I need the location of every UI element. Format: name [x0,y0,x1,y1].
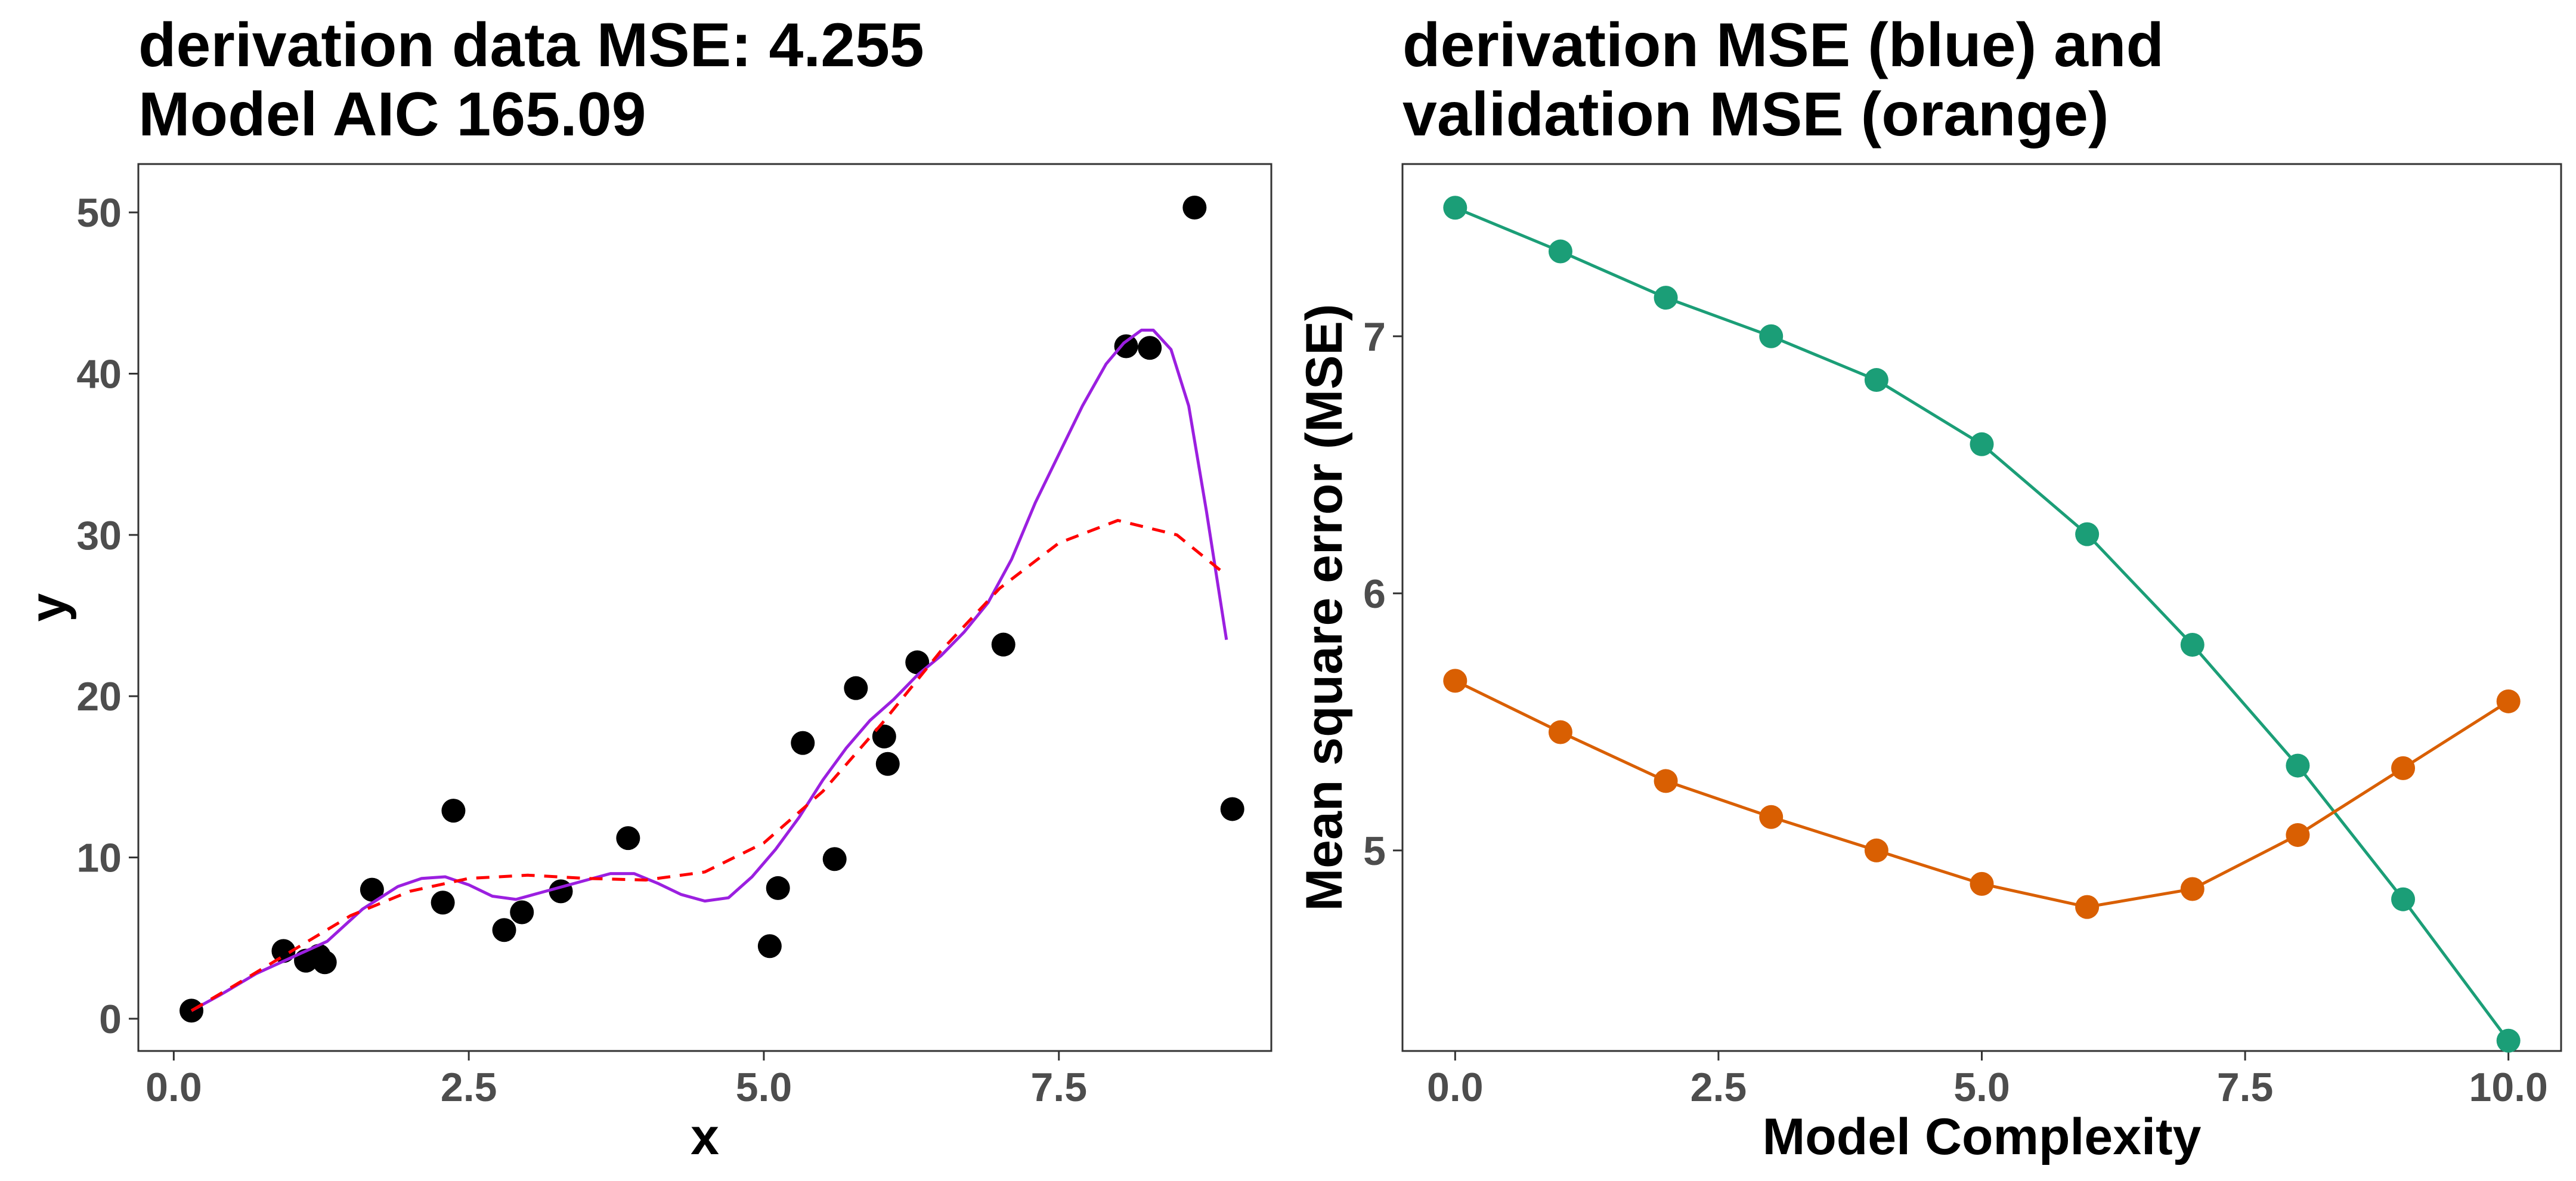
left-title-line-1: derivation data MSE: 4.255 [138,11,924,80]
series-2-point [1548,720,1572,744]
left-x-axis-label: x [691,1108,719,1165]
left-x-tick-label: 2.5 [441,1065,497,1110]
series-1-point [1548,239,1572,264]
series-1-point [2391,887,2416,911]
left-x-tick-label: 5.0 [736,1065,792,1110]
right-y-tick-label: 7 [1363,314,1386,360]
series-2-point [1864,838,1888,862]
series-1-point [2075,522,2100,546]
right-x-tick-label: 10.0 [2469,1065,2548,1110]
series-1-point [2286,753,2310,778]
left-x-tick-label: 7.5 [1030,1065,1087,1110]
left-title-line-2: Model AIC 165.09 [138,80,646,149]
left-y-tick-label: 0 [99,997,122,1042]
series-1-point [2180,632,2205,657]
data-point [875,752,900,776]
left-y-tick-label: 40 [76,351,122,397]
series-2-point [1654,769,1678,793]
data-point [431,891,455,915]
data-point [510,900,534,925]
right-x-tick-label: 2.5 [1690,1065,1747,1110]
series-2-point [2180,877,2205,901]
series-1-point [1970,432,1994,456]
series-1-point [1654,286,1678,310]
data-point [360,877,384,902]
series-2-point [2391,756,2416,780]
data-point [822,847,847,871]
dashed-fit-curve [190,519,1228,1012]
right-title-line-1: derivation MSE (blue) and [1402,11,2164,80]
data-point [179,998,204,1023]
series-2-point [2075,895,2100,919]
right-x-tick-label: 0.0 [1427,1065,1484,1110]
data-point [616,826,640,851]
data-point [872,724,896,749]
data-point [766,876,790,900]
right-y-tick-label: 5 [1363,828,1386,874]
data-point [757,934,782,959]
right-title-line-2: validation MSE (orange) [1402,80,2109,149]
left-y-tick-label: 20 [76,674,122,719]
left-y-axis-label: y [20,593,77,622]
data-point [791,731,815,755]
series-1-line [1454,206,2510,1042]
series-1-point [1864,368,1888,392]
data-point [844,676,868,700]
right-x-tick-label: 7.5 [2217,1065,2274,1110]
left-panel-border [137,163,1272,1052]
data-point [1182,195,1207,219]
left-y-tick-label: 50 [76,190,122,236]
right-y-tick-label: 6 [1363,571,1386,617]
data-point [492,918,516,942]
solid-fit-curve [190,329,1228,1012]
series-2-point [1970,871,1994,896]
data-point [905,650,930,675]
series-1-point [1759,324,1784,348]
series-2-point [1443,669,1467,693]
left-chart-title: derivation data MSE: 4.255 Model AIC 165… [138,11,924,149]
series-2-point [1759,805,1784,829]
series-1-point [1443,196,1467,220]
left-x-tick-label: 0.0 [145,1065,202,1110]
series-2-point [2286,823,2310,847]
data-point [991,632,1015,657]
right-x-axis-label: Model Complexity [1763,1108,2202,1165]
left-y-tick-label: 30 [76,513,122,558]
right-y-axis-label: Mean square error (MSE) [1296,304,1353,911]
series-2-point [2496,689,2521,713]
right-chart-title: derivation MSE (blue) and validation MSE… [1402,11,2164,149]
data-point [441,799,466,823]
series-1-point [2496,1028,2521,1053]
data-point [1114,334,1138,358]
data-point [312,950,337,975]
data-point [1220,797,1244,821]
right-x-tick-label: 5.0 [1953,1065,2010,1110]
data-point [1138,336,1162,360]
right-panel-border [1401,163,2562,1052]
left-y-tick-label: 10 [76,836,122,881]
